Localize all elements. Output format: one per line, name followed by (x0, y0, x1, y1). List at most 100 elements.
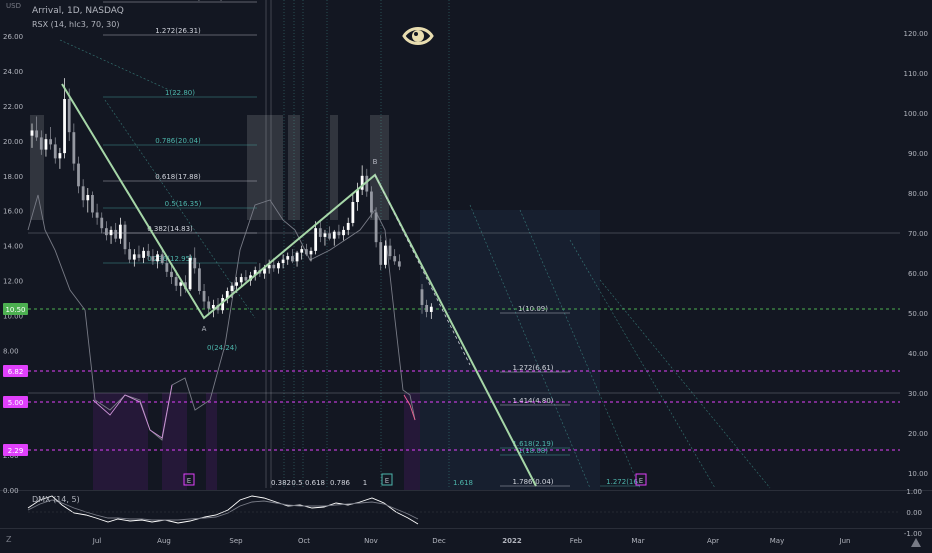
channel-line (599, 279, 771, 489)
settings-icon[interactable] (910, 534, 922, 547)
candle-body (304, 249, 308, 255)
candle-body (300, 249, 304, 253)
rsx-line (27, 194, 416, 441)
candle-body (67, 99, 71, 133)
candle-body (193, 257, 197, 269)
candle-body (314, 228, 318, 251)
dmx-axis-tick: 0.00 (906, 509, 922, 517)
right-axis-tick: 10.00 (908, 470, 928, 478)
dmx-layer (27, 495, 900, 525)
fib-level-label: 0.236(12.95) (147, 255, 193, 263)
right-axis-tick: 80.00 (908, 190, 928, 198)
dmx-signal-line (27, 499, 419, 521)
price-tag-label: 5.00 (8, 399, 24, 407)
candle-body (370, 191, 373, 213)
right-axis-tick: 100.00 (904, 110, 929, 118)
candle-body (332, 231, 336, 239)
earnings-marker (183, 473, 195, 486)
fib-layer: 1.414(28.74) 1.272(26.31) 1(22.80) 0.786(20… (28, 0, 900, 489)
candle-body (123, 224, 127, 250)
candle-body (346, 222, 350, 230)
candle-body (95, 212, 99, 218)
candle-body (202, 291, 206, 302)
oversold-zone (404, 393, 420, 490)
candle-body (49, 139, 52, 145)
shaded-box (288, 115, 300, 220)
candle-body (286, 256, 290, 260)
time-fib-label: 0.786 (330, 479, 351, 487)
time-fib-label: 1 (363, 479, 367, 487)
price-tag-box (3, 396, 28, 408)
oversold-zone (162, 393, 187, 490)
left-axis-tick: 12.00 (3, 278, 23, 286)
candle-body (174, 277, 178, 286)
candle-body (30, 130, 34, 136)
fib-level-label: 1.272(6.61) (512, 364, 553, 372)
left-axis-tick: 16.00 (3, 208, 23, 216)
left-axis-tick: 18.00 (3, 173, 23, 181)
left-axis-tick: 10.00 (3, 312, 23, 320)
candle-body (170, 271, 173, 278)
pane-divider (0, 490, 932, 491)
time-axis-tick: Aug (157, 537, 171, 545)
right-axis-tick: 90.00 (908, 150, 928, 158)
wave-label-a: A (202, 325, 207, 333)
candle-body (328, 233, 331, 239)
left-axis-tick: 2.00 (3, 452, 19, 460)
earnings-marker-label: E (187, 477, 191, 485)
candle-body (230, 285, 234, 292)
shaded-box (330, 115, 338, 220)
price-tag-box (3, 303, 28, 315)
time-axis-tick: Sep (229, 537, 243, 545)
left-axis-tick: 14.00 (3, 243, 23, 251)
candle-body (63, 99, 66, 154)
earnings-marker (381, 473, 393, 486)
z-label[interactable]: Z (6, 535, 12, 544)
right-axis-tick: 70.00 (908, 230, 928, 238)
time-axis-tick: Feb (570, 537, 583, 545)
fib-level-label: 0.618(17.88) (155, 173, 201, 181)
fib-level-label: 1.272(16 (606, 478, 638, 486)
candle-body (44, 139, 48, 150)
candle-body (277, 263, 280, 269)
right-axis-tick: 60.00 (908, 270, 928, 278)
candle-body (207, 301, 211, 309)
candle-body (216, 304, 220, 311)
candle-body (342, 229, 345, 236)
left-axis-tick: 24.00 (3, 68, 23, 76)
rsx-oversold-line (403, 394, 416, 421)
left-axis-tick: 26.00 (3, 33, 23, 41)
candle-body (360, 175, 364, 190)
candle-body (379, 242, 383, 265)
time-fib-label: 0.382 (271, 479, 291, 487)
candle-body (263, 268, 266, 274)
candle-body (295, 252, 299, 262)
fib-level-label: 1(18.08) (518, 447, 548, 455)
fib-level-label: 0.786(20.04) (155, 137, 201, 145)
fib-level-label: 1.272(26.31) (155, 27, 201, 35)
time-fib-label: 0.5 (291, 479, 302, 487)
candle-body (39, 137, 43, 150)
eye-icon[interactable] (402, 20, 434, 52)
candle-body (58, 153, 62, 159)
candle-body (211, 304, 215, 309)
time-axis-tick: 2022 (502, 537, 522, 545)
candle-body (188, 257, 192, 290)
candle-body (225, 291, 229, 298)
right-axis-tick: 110.00 (904, 70, 929, 78)
candle-body (272, 264, 276, 269)
candle-body (179, 282, 183, 286)
time-fib-label: 0.618 (305, 479, 325, 487)
channel-line (519, 209, 641, 489)
oversold-zone (93, 393, 148, 490)
candle-body (244, 277, 248, 281)
time-fib-label: 1.618 (453, 479, 473, 487)
wave-label-b: B (373, 158, 378, 166)
candle-body (77, 163, 80, 187)
left-axis-tick: 22.00 (3, 103, 23, 111)
right-axis-tick: 120.00 (904, 30, 929, 38)
candle-body (86, 195, 90, 201)
time-axis-tick: Oct (298, 537, 310, 545)
candle-body (156, 254, 159, 262)
